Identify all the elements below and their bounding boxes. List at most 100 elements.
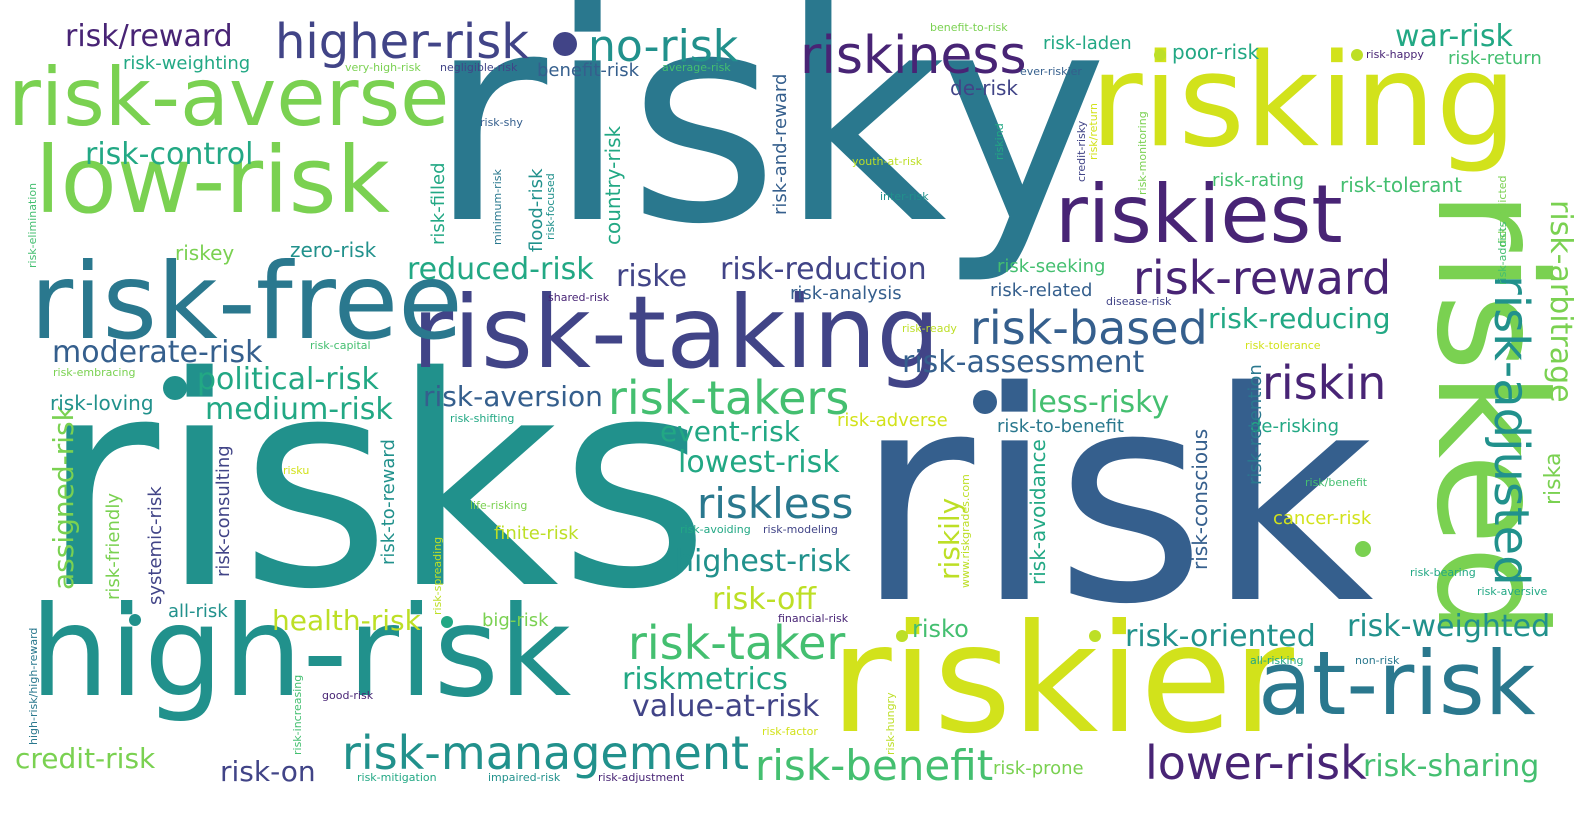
cloud-word: risk-mitigation xyxy=(357,771,437,784)
cloud-word: risk-filled xyxy=(428,162,449,245)
dot-mark xyxy=(553,32,577,56)
cloud-word: risk-off xyxy=(712,582,817,617)
cloud-word: at-risk xyxy=(1258,632,1536,735)
cloud-word: risk-reduction xyxy=(720,252,927,287)
cloud-word: low-risk xyxy=(35,127,390,234)
cloud-word: risk/reward xyxy=(65,19,233,54)
cloud-word: riskmetrics xyxy=(622,662,788,697)
cloud-word: risk-free xyxy=(30,241,463,363)
cloud-word: de-risk xyxy=(950,76,1018,100)
cloud-word: risk-embracing xyxy=(53,366,136,379)
cloud-word: high-risk xyxy=(30,580,572,725)
cloud-word: risk-aversive xyxy=(1477,585,1548,598)
cloud-word: risk-to-reward xyxy=(378,439,399,565)
cloud-word: war-risk xyxy=(1395,19,1513,54)
cloud-word: risk-adjusted xyxy=(1483,275,1539,586)
cloud-word: moderate-risk xyxy=(52,335,263,370)
cloud-word: risk/benefit xyxy=(1305,476,1368,489)
cloud-word: credit-risky xyxy=(1075,120,1088,182)
cloud-word: lower-risk xyxy=(1145,736,1367,790)
cloud-word: risk-based xyxy=(970,301,1208,355)
cloud-word: risk-assessment xyxy=(902,345,1145,380)
cloud-word: shared-risk xyxy=(548,291,610,304)
cloud-word: risk-on xyxy=(220,755,316,788)
cloud-word: risk/return xyxy=(1087,102,1100,160)
cloud-word: risk-increasing xyxy=(291,674,304,755)
cloud-word: event-risk xyxy=(660,415,800,448)
cloud-word: benefit-to-risk xyxy=(930,21,1008,34)
cloud-word: risk-shy xyxy=(480,116,523,129)
cloud-word: risk-hungry xyxy=(884,692,897,755)
cloud-word: risk-focused xyxy=(544,173,557,240)
cloud-word: riskind xyxy=(993,123,1006,160)
cloud-word: average-risk xyxy=(662,61,731,74)
dot-mark xyxy=(896,630,908,642)
cloud-word: risk-friendly xyxy=(103,493,124,600)
cloud-word: risks xyxy=(40,316,710,653)
dot-mark xyxy=(1154,49,1166,61)
cloud-word: risk-control xyxy=(85,137,254,172)
cloud-word: risk-and-reward xyxy=(770,73,791,215)
dot-mark xyxy=(129,614,141,626)
cloud-word: youth-at-risk xyxy=(852,155,923,168)
cloud-word: risk-spreading xyxy=(431,536,444,615)
dot-mark xyxy=(1089,630,1101,642)
cloud-word: impaired-risk xyxy=(488,771,561,784)
cloud-word: risk-conscious xyxy=(1188,428,1212,570)
cloud-word: risk-reward xyxy=(1133,251,1392,305)
cloud-word: minimum-risk xyxy=(491,169,504,245)
cloud-word: less-risky xyxy=(1030,385,1170,420)
cloud-word: risk-sharing xyxy=(1363,749,1540,784)
cloud-word: www.riskgrades.com xyxy=(959,474,972,588)
cloud-word: risk-factor xyxy=(762,725,818,738)
cloud-word: zero-risk xyxy=(290,238,377,262)
cloud-word: risk-tolerance xyxy=(1245,339,1321,352)
cloud-word: life-risking xyxy=(470,499,528,512)
cloud-word: assigned-risk xyxy=(47,405,80,590)
cloud-word: riskiness xyxy=(800,26,1027,86)
dot-mark xyxy=(163,376,187,400)
cloud-word: risk-to-benefit xyxy=(997,416,1124,437)
cloud-word: risk-ready xyxy=(902,322,957,335)
cloud-word: risk xyxy=(855,331,1374,668)
cloud-word: systemic-risk xyxy=(145,486,166,605)
cloud-word: highest-risk xyxy=(675,544,851,579)
cloud-word: risk-modeling xyxy=(763,523,838,536)
cloud-word: financial-risk xyxy=(778,612,849,625)
cloud-word: risk-adverse xyxy=(837,410,948,431)
cloud-word: good-risk xyxy=(322,689,374,702)
cloud-word: riskin xyxy=(1262,356,1387,410)
cloud-word: risk-takers xyxy=(608,371,850,425)
cloud-word: risk-averse xyxy=(8,51,450,144)
cloud-word: riskless xyxy=(697,479,854,528)
cloud-word: benefit-risk xyxy=(537,60,640,81)
cloud-word: risk-related xyxy=(990,280,1093,301)
cloud-word: big-risk xyxy=(482,610,549,631)
cloud-word: riskier xyxy=(830,593,1294,767)
cloud-word: risk-oriented xyxy=(1125,619,1316,654)
cloud-word: risk-loving xyxy=(50,391,154,415)
cloud-word: risk-avoidance xyxy=(1026,439,1050,585)
cloud-word: risk-weighted xyxy=(1347,609,1551,644)
dot-mark xyxy=(441,616,453,628)
cloud-word: risk-weighting xyxy=(123,53,251,74)
cloud-word: risk-laden xyxy=(1043,33,1132,54)
cloud-word: all-risking xyxy=(1250,654,1304,667)
cloud-word: value-at-risk xyxy=(632,689,820,724)
cloud-word: risk-rating xyxy=(1212,170,1305,191)
cloud-word: cancer-risk xyxy=(1273,508,1372,529)
dot-mark xyxy=(1351,49,1363,61)
cloud-word: risk-analysis xyxy=(790,283,902,304)
cloud-word: risk-taking xyxy=(412,274,941,391)
cloud-word: high-risk/high-reward xyxy=(27,627,40,745)
cloud-word: risk-monitoring xyxy=(1136,111,1149,195)
cloud-word: risk-prone xyxy=(993,758,1084,779)
cloud-word: ever-riskier xyxy=(1020,65,1082,78)
cloud-word: risk-retention xyxy=(1245,364,1266,485)
cloud-word: riskiest xyxy=(1055,168,1343,261)
cloud-word: finite-risk xyxy=(494,523,579,544)
cloud-word: higher-risk xyxy=(275,14,530,70)
cloud-word: riskey xyxy=(175,241,235,265)
cloud-word: health-risk xyxy=(272,604,421,637)
